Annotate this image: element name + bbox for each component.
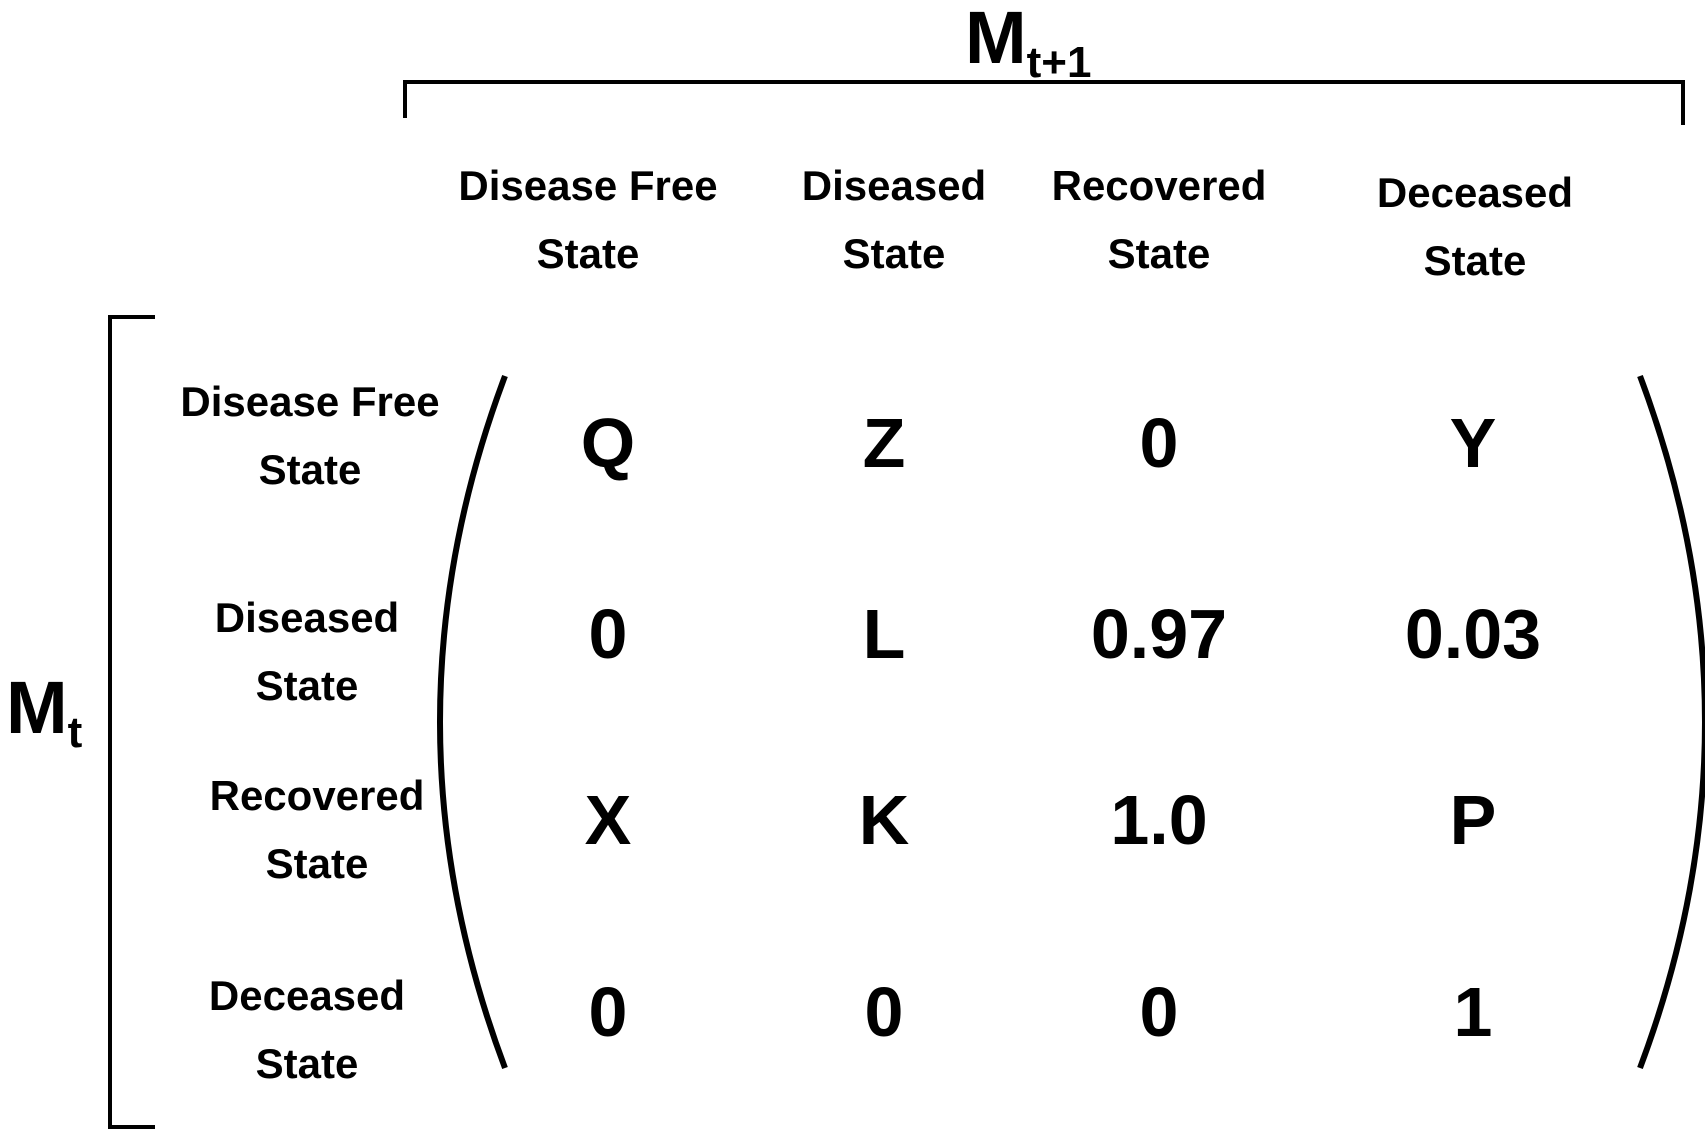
row-header-line2: State: [255, 1040, 359, 1087]
column-header-disease-free: Disease Free State: [438, 152, 738, 288]
column-header-deceased: Deceased State: [1325, 159, 1625, 295]
matrix-cell-r3-c4: P: [1449, 781, 1497, 859]
row-header-deceased: Deceased State: [147, 962, 467, 1098]
matrix-cell-r2-c4: 0.03: [1404, 595, 1542, 673]
matrix-cell-r4-c2: 0: [864, 973, 904, 1051]
row-header-line2: State: [265, 840, 369, 887]
side-matrix-label: Mt: [6, 668, 82, 759]
matrix-cell-r4-c4: 1: [1453, 973, 1493, 1051]
column-header-line2: State: [536, 230, 640, 277]
matrix-cell-r1-c2: Z: [862, 404, 906, 482]
column-header-diseased: Diseased State: [744, 152, 1044, 288]
matrix-cell-r1-c1: Q: [580, 404, 636, 482]
matrix-cell-r1-c3: 0: [1139, 404, 1179, 482]
row-header-recovered: Recovered State: [157, 762, 477, 898]
matrix-cell-r2-c1: 0: [588, 595, 628, 673]
column-header-line1: Deceased: [1376, 169, 1574, 216]
column-header-line2: State: [1423, 237, 1527, 284]
matrix-cell-r4-c1: 0: [588, 973, 628, 1051]
matrix-cell-r3-c2: K: [858, 781, 910, 859]
column-header-line2: State: [842, 230, 946, 277]
side-label-main: M: [6, 666, 68, 749]
matrix-cell-r2-c3: 0.97: [1090, 595, 1228, 673]
matrix-cell-r2-c2: L: [862, 595, 906, 673]
column-header-recovered: Recovered State: [1009, 152, 1309, 288]
row-header-diseased: Diseased State: [147, 584, 467, 720]
top-label-main: M: [965, 0, 1027, 79]
row-header-line2: State: [255, 662, 359, 709]
matrix-cell-r3-c3: 1.0: [1110, 781, 1208, 859]
side-label-subscript: t: [67, 708, 83, 757]
column-header-line1: Disease Free: [458, 162, 718, 209]
left-bracket: [108, 315, 155, 1129]
top-label-subscript: t+1: [1026, 38, 1092, 87]
row-header-line1: Diseased: [214, 594, 400, 641]
matrix-cell-r4-c3: 0: [1139, 973, 1179, 1051]
row-header-line1: Disease Free: [180, 378, 440, 425]
matrix-cell-r1-c4: Y: [1449, 404, 1497, 482]
row-header-line1: Recovered: [209, 772, 425, 819]
column-header-line1: Recovered: [1051, 162, 1267, 209]
row-header-line1: Deceased: [208, 972, 406, 1019]
matrix-cell-r3-c1: X: [584, 781, 632, 859]
column-header-line2: State: [1107, 230, 1211, 277]
column-header-line1: Diseased: [801, 162, 987, 209]
row-header-line2: State: [258, 446, 362, 493]
top-matrix-label: Mt+1: [965, 0, 1091, 89]
top-bracket: [403, 80, 1685, 125]
right-parenthesis: [1637, 374, 1705, 1070]
left-parenthesis: [437, 374, 508, 1070]
row-header-disease-free: Disease Free State: [150, 368, 470, 504]
